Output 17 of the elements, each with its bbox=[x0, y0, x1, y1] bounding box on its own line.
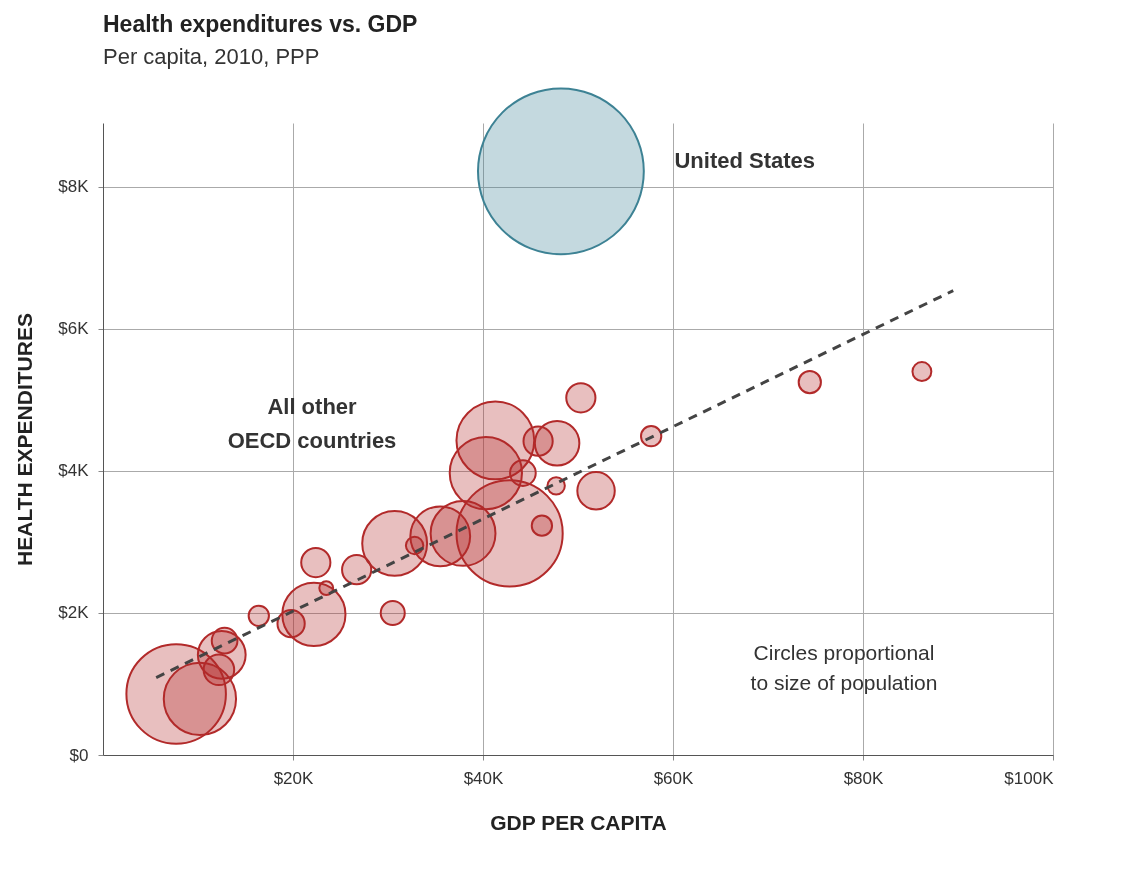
y-tick-label: $8K bbox=[58, 177, 90, 197]
text: All other OECD countries bbox=[227, 394, 397, 454]
y-axis-title: HEALTH EXPENDITURES bbox=[13, 313, 37, 566]
x-tick-label: $60K bbox=[653, 768, 695, 788]
annotation: Circles proportional to size of population bbox=[750, 640, 938, 694]
chart-title: Health expenditures vs. GDP bbox=[103, 11, 418, 38]
y-tick-label: $6K bbox=[58, 319, 90, 339]
y-tick-label: $2K bbox=[58, 603, 90, 623]
y-tick-label: $4K bbox=[58, 461, 90, 481]
series-label: United States bbox=[674, 148, 816, 174]
chart-subtitle: Per capita, 2010, PPP bbox=[103, 44, 320, 70]
y-tick-label: $0 bbox=[69, 745, 89, 765]
x-tick-label: $100K bbox=[1004, 768, 1055, 788]
x-tick-label: $80K bbox=[843, 768, 885, 788]
x-tick-label: $20K bbox=[273, 768, 315, 788]
x-axis-title: GDP PER CAPITA bbox=[490, 810, 667, 834]
x-tick-label: $40K bbox=[463, 768, 505, 788]
